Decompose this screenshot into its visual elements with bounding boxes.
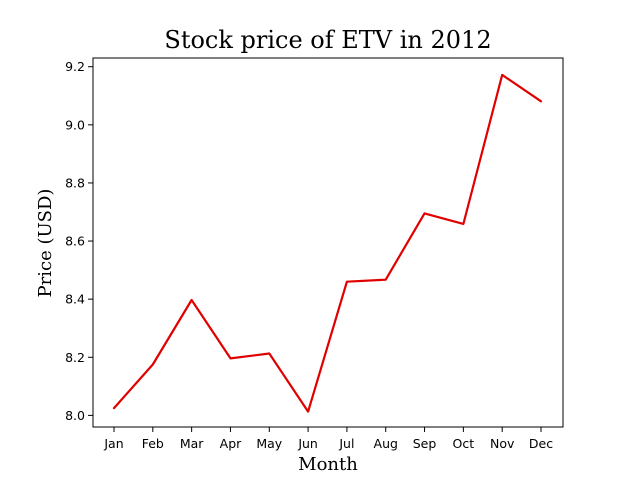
x-tick-label: Dec (529, 436, 553, 451)
x-tick-label: Oct (453, 436, 475, 451)
x-tick-label: Feb (142, 436, 164, 451)
x-tick-label: Jun (297, 436, 318, 451)
x-tick-label: Sep (413, 436, 437, 451)
plot-area: 8.0 8.2 8.4 8.6 8.8 9.0 9.2 Jan Feb Mar Apr May Jun J… (65, 57, 564, 451)
x-axis-label: Month (298, 454, 358, 475)
x-tick-label: May (256, 436, 282, 451)
y-axis-label: Price (USD) (35, 189, 56, 298)
series-line (112, 73, 543, 413)
x-tick-label: Aug (374, 436, 398, 451)
y-tick-label: 8.6 (65, 234, 85, 249)
y-tick-label: 8.0 (65, 408, 85, 423)
y-tick-label: 8.8 (65, 175, 85, 190)
plot-frame (92, 57, 564, 428)
x-tick-label: Jan (103, 436, 123, 451)
y-tick-label: 8.4 (65, 292, 85, 307)
x-tick-label: Apr (220, 436, 242, 451)
x-tick-label: Nov (490, 436, 515, 451)
chart-title: Stock price of ETV in 2012 (164, 26, 491, 54)
y-tick-label: 8.2 (65, 350, 85, 365)
x-tick-label: Mar (180, 436, 204, 451)
y-tick-label: 9.2 (65, 59, 85, 74)
y-tick-label: 9.0 (65, 117, 85, 132)
x-tick-label: Jul (338, 436, 354, 451)
